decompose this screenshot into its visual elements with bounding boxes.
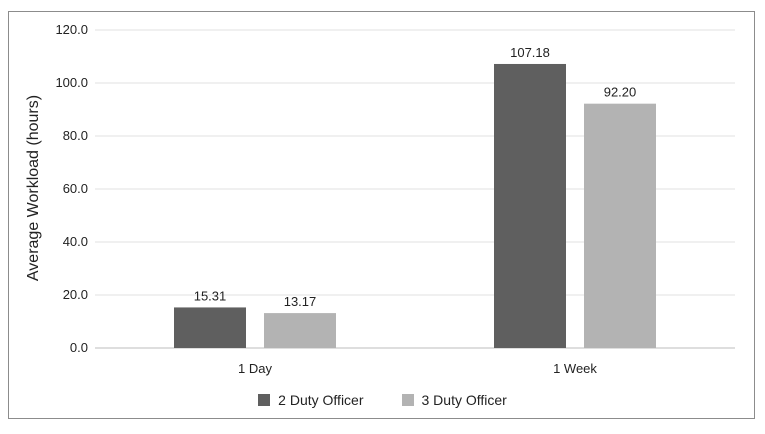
legend-label: 3 Duty Officer bbox=[421, 392, 507, 408]
bar-3-duty-officer-1-week bbox=[584, 103, 656, 348]
data-label: 92.20 bbox=[604, 85, 637, 100]
legend: 2 Duty Officer 3 Duty Officer bbox=[0, 388, 765, 412]
bars: 15.31 13.17 107.18 92.20 bbox=[174, 45, 656, 349]
y-tick-label: 60.0 bbox=[63, 181, 88, 196]
bar-2-duty-officer-1-week bbox=[494, 63, 566, 349]
y-tick-label: 100.0 bbox=[55, 75, 88, 90]
category-labels: 1 Day 1 Week bbox=[238, 361, 597, 376]
y-tick-label: 80.0 bbox=[63, 128, 88, 143]
legend-item-2-duty-officer: 2 Duty Officer bbox=[258, 392, 364, 408]
data-label: 15.31 bbox=[194, 288, 227, 303]
x-category-label: 1 Week bbox=[553, 361, 597, 376]
legend-swatch bbox=[258, 394, 271, 406]
y-tick-label: 120.0 bbox=[55, 22, 88, 37]
data-label: 13.17 bbox=[284, 294, 317, 309]
legend-label: 2 Duty Officer bbox=[278, 392, 364, 408]
bar-2-duty-officer-1-day bbox=[174, 307, 246, 348]
legend-item-3-duty-officer: 3 Duty Officer bbox=[401, 392, 507, 408]
bar-3-duty-officer-1-day bbox=[264, 313, 336, 348]
y-axis-ticks: 0.0 20.0 40.0 60.0 80.0 100.0 120.0 bbox=[55, 22, 88, 355]
y-tick-label: 0.0 bbox=[70, 340, 88, 355]
y-axis-title: Average Workload (hours) bbox=[25, 95, 42, 281]
data-label: 107.18 bbox=[510, 45, 550, 60]
y-tick-label: 40.0 bbox=[63, 234, 88, 249]
legend-swatch bbox=[401, 394, 414, 406]
y-tick-label: 20.0 bbox=[63, 287, 88, 302]
x-category-label: 1 Day bbox=[238, 361, 272, 376]
